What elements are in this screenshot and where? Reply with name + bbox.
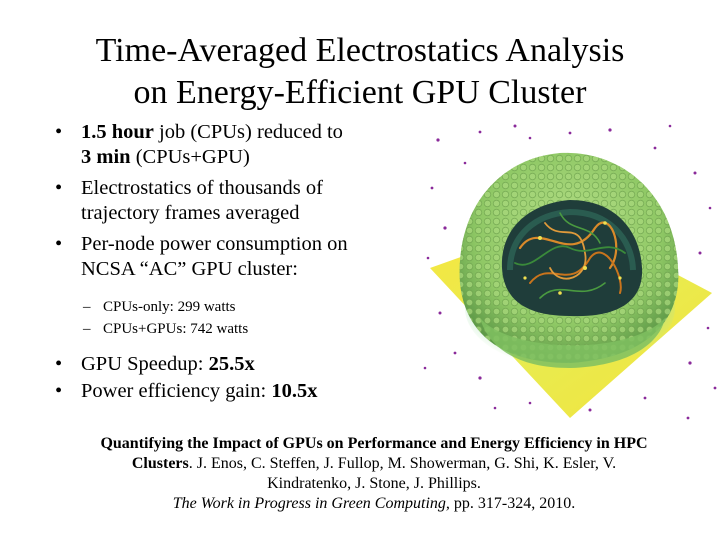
bullet-marker: • xyxy=(55,233,63,255)
bullet-marker: • xyxy=(55,177,63,199)
bullet-power-line-1: Per-node power consumption on xyxy=(81,233,348,255)
bullet-job-time-text-2: (CPUs+GPU) xyxy=(130,146,250,168)
reference-citation: Quantifying the Impact of GPUs on Perfor… xyxy=(100,434,648,514)
sub-bullet-cpus-only: – CPUs-only: 299 watts xyxy=(55,296,415,318)
bullet-efficiency-value: 10.5x xyxy=(271,380,318,402)
bullet-electrostatics-line-1: Electrostatics of thousands of xyxy=(81,177,323,199)
bullet-job-time-bold-1: 1.5 hour xyxy=(81,121,154,143)
counter-ions xyxy=(423,124,717,420)
bullet-speedup-value: 25.5x xyxy=(208,353,255,375)
sub-bullet-cpus-gpus: – CPUs+GPUs: 742 watts xyxy=(55,318,415,340)
sub-bullet-cpus-gpus-text: CPUs+GPUs: 742 watts xyxy=(103,321,249,337)
reference-pages: pp. 317-324, 2010. xyxy=(449,495,576,512)
bullet-electrostatics: • Electrostatics of thousands of traject… xyxy=(55,176,415,226)
bullet-marker: • xyxy=(55,121,63,143)
bullet-power-consumption: • Per-node power consumption on NCSA “AC… xyxy=(55,232,415,282)
dash-marker: – xyxy=(83,321,91,337)
capsid-lower-rim xyxy=(480,318,665,368)
sub-bullet-cpus-only-text: CPUs-only: 299 watts xyxy=(103,299,236,315)
bullet-gpu-speedup: • GPU Speedup: 25.5x xyxy=(55,352,415,377)
bullet-job-time: • 1.5 hour job (CPUs) reduced to 3 min (… xyxy=(55,120,415,170)
bullet-power-line-2: NCSA “AC” GPU cluster: xyxy=(81,258,298,280)
bullet-list: • 1.5 hour job (CPUs) reduced to 3 min (… xyxy=(55,120,415,410)
ion-markers xyxy=(523,221,622,295)
bullet-job-time-bold-2: 3 min xyxy=(81,146,131,168)
reference-title: Quantifying the Impact of GPUs on Perfor… xyxy=(100,435,648,472)
virus-capsid-electrostatics-figure xyxy=(420,118,720,428)
capsid-interior xyxy=(501,200,643,317)
bullet-power-efficiency: • Power efficiency gain: 10.5x xyxy=(55,379,415,404)
bullet-electrostatics-line-2: trajectory frames averaged xyxy=(81,202,300,224)
reference-authors: . J. Enos, C. Steffen, J. Fullop, M. Sho… xyxy=(188,455,617,492)
bullet-marker: • xyxy=(55,380,63,402)
slide-title: Time-Averaged Electrostatics Analysis on… xyxy=(40,30,680,114)
bullet-efficiency-text: Power efficiency gain: xyxy=(81,380,272,402)
title-line-1: Time-Averaged Electrostatics Analysis xyxy=(95,32,625,69)
dash-marker: – xyxy=(83,299,91,315)
bullet-speedup-text: GPU Speedup: xyxy=(81,353,209,375)
reference-venue: The Work in Progress in Green Computing, xyxy=(172,495,450,512)
capsid-illustration xyxy=(423,124,717,420)
interior-lining xyxy=(507,208,636,271)
title-line-2: on Energy-Efficient GPU Cluster xyxy=(133,74,587,111)
bullet-job-time-text-1: job (CPUs) reduced to xyxy=(153,121,343,143)
bullet-marker: • xyxy=(55,353,63,375)
